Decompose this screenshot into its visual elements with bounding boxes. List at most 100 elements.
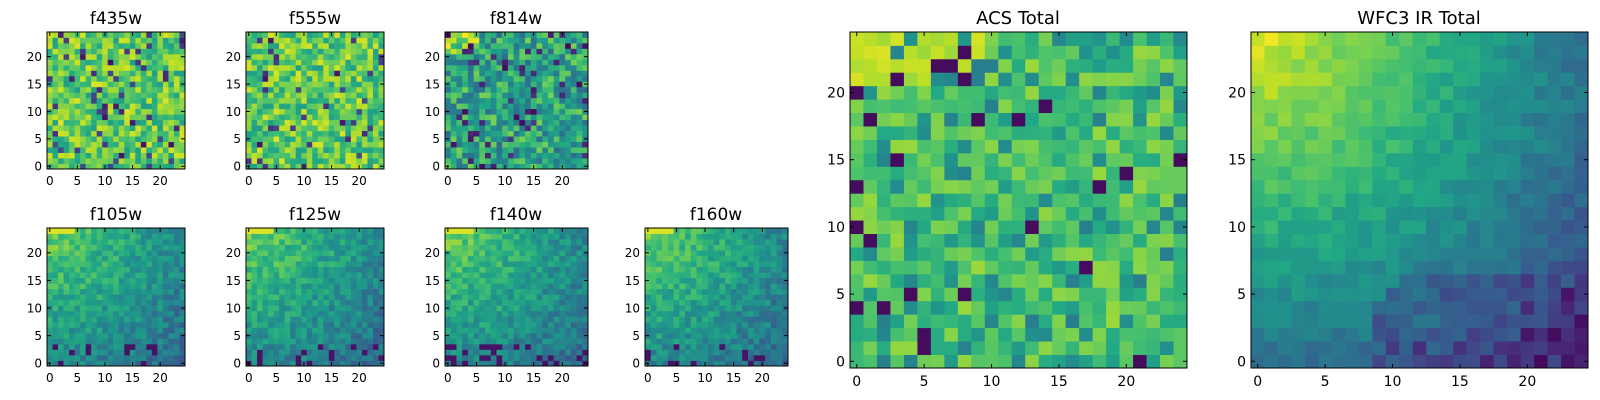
heatmap-cell — [559, 294, 566, 301]
heatmap-cell — [1133, 327, 1147, 342]
heatmap-cell — [553, 305, 560, 312]
heatmap-cell — [80, 354, 87, 361]
heatmap-cell — [479, 310, 486, 317]
heatmap-cell — [262, 141, 269, 148]
heatmap-cell — [323, 108, 330, 115]
heatmap-cell — [63, 360, 70, 367]
heatmap-cell — [650, 338, 657, 345]
heatmap-cell — [645, 321, 652, 328]
heatmap-cell — [1106, 220, 1120, 234]
heatmap-cell — [559, 354, 566, 361]
heatmap-cell — [725, 283, 732, 290]
heatmap-cell — [52, 70, 59, 77]
heatmap-cell — [450, 360, 457, 367]
heatmap-cell — [107, 228, 114, 234]
heatmap-cell — [378, 92, 385, 99]
heatmap-cell — [378, 147, 385, 153]
heatmap-cell — [317, 305, 324, 312]
heatmap-cell — [113, 103, 120, 110]
heatmap-cell — [251, 233, 258, 240]
heatmap-cell — [173, 233, 180, 240]
heatmap-cell — [679, 360, 686, 367]
heatmap-cell — [96, 228, 103, 234]
heatmap-cell — [450, 288, 457, 295]
heatmap-cell — [135, 75, 142, 82]
heatmap-cell — [542, 81, 549, 88]
heatmap-cell — [1025, 354, 1040, 369]
heatmap-cell — [179, 343, 186, 350]
x-tick-label: 0 — [245, 371, 253, 385]
heatmap-cell — [151, 114, 158, 121]
heatmap-cell — [673, 239, 680, 245]
heatmap-cell — [168, 244, 175, 251]
heatmap-cell — [765, 233, 772, 240]
heatmap-cell — [339, 310, 346, 317]
heatmap-cell — [742, 272, 749, 279]
heatmap-cell — [876, 327, 891, 342]
heatmap-cell — [713, 250, 720, 256]
heatmap-cell — [536, 152, 543, 159]
heatmap-cell — [559, 125, 566, 132]
heatmap-cell — [770, 261, 777, 268]
heatmap-cell — [52, 81, 59, 88]
heatmap-cell — [485, 97, 492, 104]
heatmap-cell — [328, 299, 335, 306]
heatmap-cell — [502, 136, 509, 142]
heatmap-cell — [467, 75, 474, 82]
heatmap-cell — [135, 255, 142, 262]
heatmap-cell — [662, 299, 669, 306]
heatmap-cell — [456, 32, 463, 38]
heatmap-cell — [162, 92, 169, 99]
heatmap-cell — [473, 141, 480, 148]
heatmap-cell — [776, 321, 783, 328]
heatmap-cell — [1092, 220, 1107, 234]
heatmap-cell — [339, 42, 346, 49]
y-tick-label: 20 — [425, 50, 440, 64]
heatmap-cell — [312, 59, 319, 66]
heatmap-cell — [536, 37, 543, 44]
heatmap-cell — [328, 130, 335, 137]
heatmap-cell — [565, 283, 572, 290]
heatmap-cell — [536, 272, 543, 279]
heatmap-cell — [179, 288, 186, 295]
heatmap-cell — [339, 294, 346, 301]
heatmap-cell — [334, 48, 341, 55]
heatmap-cell — [102, 327, 109, 334]
heatmap-cell — [345, 125, 352, 132]
heatmap-cell — [1160, 287, 1174, 302]
heatmap-cell — [306, 125, 313, 132]
heatmap-cell — [667, 310, 674, 317]
heatmap-cell — [268, 349, 274, 356]
heatmap-cell — [998, 273, 1013, 288]
heatmap-cell — [559, 108, 566, 115]
heatmap-cell — [519, 294, 526, 301]
heatmap-cell — [525, 354, 532, 361]
heatmap-cell — [173, 163, 180, 170]
heatmap-cell — [85, 158, 92, 164]
heatmap-cell — [140, 152, 147, 159]
heatmap-cell — [146, 125, 153, 132]
heatmap-cell — [473, 108, 480, 115]
heatmap-cell — [140, 332, 147, 339]
heatmap-cell — [361, 310, 368, 317]
heatmap-cell — [146, 233, 153, 240]
heatmap-cell — [445, 310, 452, 317]
heatmap-cell — [118, 316, 125, 323]
y-tick-label: 15 — [226, 274, 241, 288]
heatmap-cell — [576, 103, 583, 110]
heatmap-cell — [696, 316, 703, 323]
heatmap-cell — [146, 81, 153, 88]
heatmap-cell — [1146, 220, 1161, 234]
y-tick-label: 0 — [233, 160, 241, 174]
heatmap-cell — [707, 277, 715, 284]
heatmap-cell — [306, 360, 313, 367]
heatmap-cell — [462, 321, 469, 328]
heatmap-cell — [173, 70, 180, 77]
heatmap-cell — [485, 332, 492, 339]
heatmap-cell — [345, 152, 352, 159]
heatmap-cell — [350, 114, 357, 121]
heatmap-cell — [553, 316, 560, 323]
heatmap-cell — [312, 305, 319, 312]
heatmap-cell — [747, 228, 755, 234]
heatmap-cell — [151, 141, 158, 148]
